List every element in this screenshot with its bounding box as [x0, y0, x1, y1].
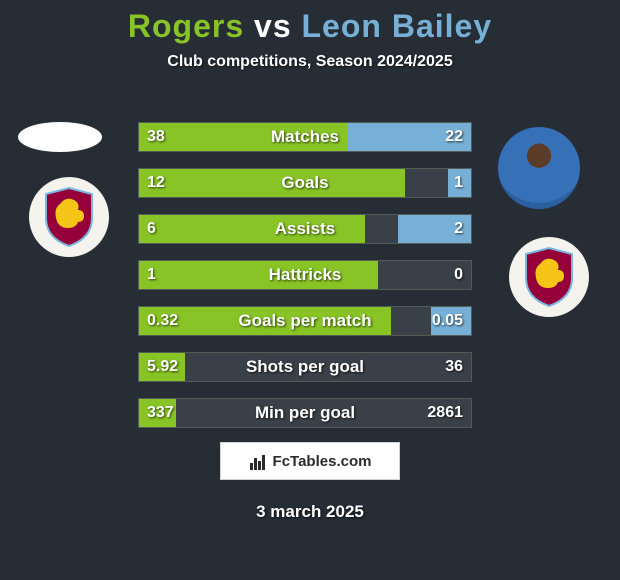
stat-label: Goals: [139, 169, 471, 197]
date-label: 3 march 2025: [0, 502, 620, 522]
title-player2: Leon Bailey: [302, 8, 493, 44]
stat-label: Min per goal: [139, 399, 471, 427]
stat-row: 3822Matches: [138, 122, 472, 152]
stat-label: Matches: [139, 123, 471, 151]
stat-row: 121Goals: [138, 168, 472, 198]
page-title: Rogers vs Leon Bailey: [0, 0, 620, 45]
player2-avatar: [498, 127, 580, 209]
title-vs: vs: [254, 8, 292, 44]
player2-club-crest: [509, 237, 589, 317]
stat-label: Goals per match: [139, 307, 471, 335]
stat-row: 3372861Min per goal: [138, 398, 472, 428]
stat-row: 10Hattricks: [138, 260, 472, 290]
fctables-logo-icon: [249, 452, 267, 470]
subtitle: Club competitions, Season 2024/2025: [0, 53, 620, 71]
stat-label: Shots per goal: [139, 353, 471, 381]
player1-club-crest: [29, 177, 109, 257]
comparison-chart: 3822Matches 121Goals 62Assists 10Hattricks 0…: [138, 122, 472, 444]
stat-label: Assists: [139, 215, 471, 243]
attribution-text: FcTables.com: [273, 453, 372, 470]
stat-row: 62Assists: [138, 214, 472, 244]
stat-row: 0.320.05Goals per match: [138, 306, 472, 336]
stat-row: 5.9236Shots per goal: [138, 352, 472, 382]
stat-label: Hattricks: [139, 261, 471, 289]
title-player1: Rogers: [128, 8, 244, 44]
player1-avatar: [18, 122, 102, 152]
attribution-badge[interactable]: FcTables.com: [220, 442, 400, 480]
